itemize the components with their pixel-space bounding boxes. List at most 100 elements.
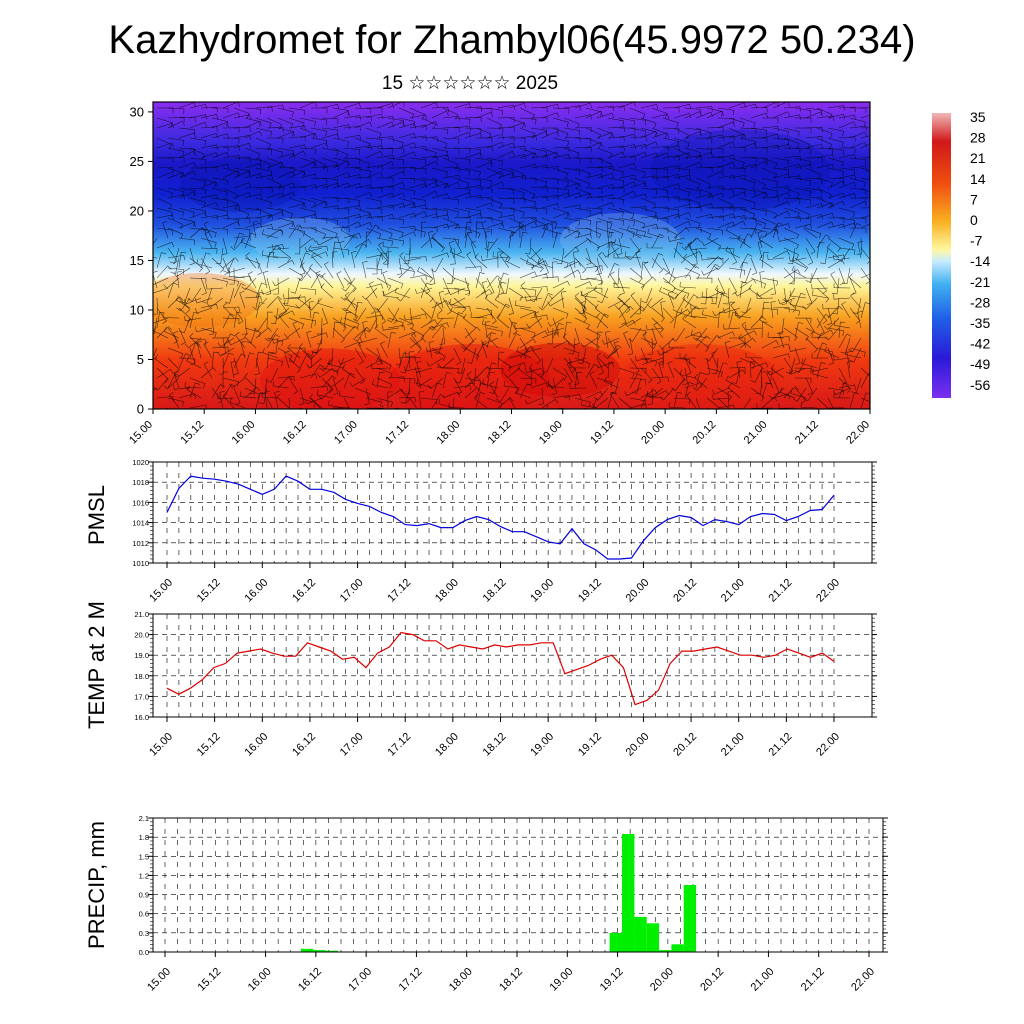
wind-barb <box>398 142 417 149</box>
wind-barb <box>750 147 768 153</box>
wind-barb <box>354 191 373 199</box>
wind-barb <box>332 157 349 167</box>
wind-barb <box>860 267 870 285</box>
wind-barb <box>200 247 218 254</box>
wind-barb <box>299 133 318 139</box>
wind-barb <box>580 290 598 299</box>
wind-barb <box>783 187 800 199</box>
wind-barb <box>623 331 631 349</box>
wind-barb <box>651 195 669 201</box>
wind-barb <box>387 157 405 165</box>
wind-barb <box>552 107 570 114</box>
wind-barb <box>682 314 697 329</box>
wind-barb <box>262 271 269 289</box>
wind-barb <box>613 253 630 259</box>
wind-barb <box>827 305 843 319</box>
wind-barb <box>671 327 686 342</box>
wind-barb <box>684 357 692 375</box>
wind-barb <box>321 133 339 140</box>
wind-barb <box>233 142 252 149</box>
wind-barb <box>474 253 488 269</box>
wind-barb <box>706 257 724 264</box>
wind-barb <box>811 273 829 279</box>
temp-frame <box>152 613 873 718</box>
wind-barb <box>464 347 480 361</box>
wind-barb <box>580 300 587 319</box>
wind-barb <box>717 161 735 169</box>
wind-barb <box>453 117 471 125</box>
wind-barb <box>695 397 700 409</box>
wind-barb <box>805 111 823 119</box>
wind-barb <box>343 235 358 249</box>
wind-barb <box>270 337 279 355</box>
wind-barb <box>202 287 213 304</box>
wind-barb <box>306 357 323 369</box>
wind-barb <box>475 392 485 409</box>
wind-barb <box>376 277 392 291</box>
wind-barb <box>519 345 535 359</box>
wind-barb <box>772 307 790 313</box>
wind-barb <box>482 379 499 389</box>
wind-barb <box>596 357 604 375</box>
wind-barb <box>386 251 392 269</box>
wind-barb <box>321 377 334 394</box>
wind-barb <box>761 307 779 315</box>
wind-barb <box>838 237 855 249</box>
wind-barb <box>156 197 172 210</box>
wind-barb <box>778 236 796 242</box>
wind-barb <box>437 362 455 369</box>
wind-barb <box>464 266 482 272</box>
wind-barb <box>173 371 180 389</box>
wind-barb <box>668 342 686 349</box>
wind-barb <box>475 177 493 186</box>
wind-barb <box>254 357 260 375</box>
wind-barb <box>596 157 613 169</box>
wind-barb <box>541 331 559 339</box>
wind-barb <box>431 182 450 189</box>
wind-barb <box>739 177 756 188</box>
wind-barb <box>734 310 752 319</box>
wind-barb <box>277 182 296 189</box>
wind-barb <box>339 317 356 329</box>
wind-barb <box>860 135 870 139</box>
wind-barb <box>794 277 812 284</box>
wind-barb <box>563 182 582 189</box>
wind-barb <box>673 103 692 110</box>
wind-barb <box>409 337 422 353</box>
page-subtitle: 15 ☆☆☆☆☆☆ 2025 <box>381 73 559 94</box>
wind-barb <box>464 147 482 155</box>
wind-barb <box>736 361 742 379</box>
wind-barb <box>816 163 835 170</box>
wind-barb <box>750 160 768 169</box>
wind-barb <box>508 145 526 152</box>
wind-barb <box>794 163 813 170</box>
wind-barb <box>812 369 829 379</box>
wind-barb <box>525 397 543 405</box>
wind-barb <box>618 217 636 227</box>
wind-barb <box>398 231 416 239</box>
wind-barb <box>332 241 340 259</box>
heatmap-x-tick-label: 16.00 <box>230 419 258 447</box>
wind-barb <box>299 207 316 217</box>
wind-barb <box>585 257 599 273</box>
wind-barb <box>838 367 847 385</box>
wind-barb <box>321 205 339 211</box>
wind-barb <box>728 215 746 221</box>
wind-barb <box>838 106 856 113</box>
wind-barb <box>706 107 723 117</box>
wind-barb <box>728 207 746 213</box>
wind-barb <box>574 114 592 120</box>
wind-barb <box>750 207 767 217</box>
wind-barb <box>376 347 383 366</box>
wind-barb <box>783 237 799 250</box>
precip-x-tick-label: 15.12 <box>195 966 223 994</box>
wind-barb <box>418 391 425 409</box>
precip-x-tick-label: 21.12 <box>799 966 827 994</box>
wind-barb <box>244 232 256 249</box>
wind-barb <box>244 386 261 399</box>
wind-barb <box>816 277 827 295</box>
wind-barb <box>816 241 825 259</box>
wind-barb <box>673 197 691 206</box>
wind-barb <box>745 324 763 331</box>
wind-barb <box>849 131 867 139</box>
